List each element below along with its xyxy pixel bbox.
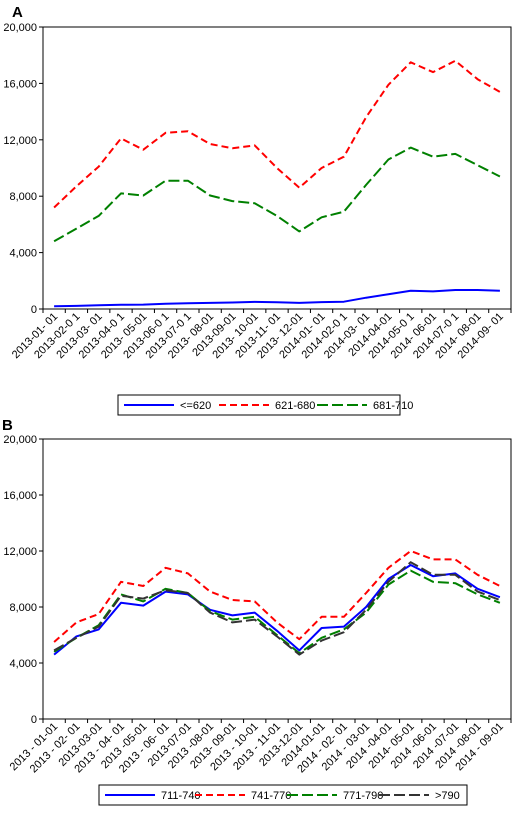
- y-tick-label: 4,000: [9, 658, 37, 670]
- y-tick-label: 4,000: [9, 248, 37, 260]
- y-tick-label: 0: [31, 714, 37, 726]
- y-tick-label: 12,000: [3, 135, 37, 147]
- y-tick-label: 8,000: [9, 602, 37, 614]
- plot-frame: [42, 438, 512, 720]
- series-line--620: [54, 289, 500, 308]
- legend-entry-label: 621-680: [275, 400, 315, 412]
- panel-label: B: [2, 417, 13, 434]
- legend-frame: [98, 784, 468, 806]
- legend-entry-label: 711-740: [161, 790, 201, 802]
- legend-entry-label: 771-790: [343, 790, 383, 802]
- legend-entry-label: 741-770: [251, 790, 291, 802]
- y-tick-label: 20,000: [3, 22, 37, 34]
- y-tick-label: 0: [31, 304, 37, 316]
- y-tick-label: 12,000: [3, 546, 37, 558]
- legend-entry-label: <=620: [180, 400, 211, 412]
- y-tick-label: 8,000: [9, 191, 37, 203]
- series-line-741-770: [53, 550, 501, 643]
- series-line-681-710: [53, 146, 501, 243]
- legend: 711-740 741-770 771-790 >790: [98, 784, 468, 806]
- panel-label: A: [12, 4, 23, 21]
- series-line-621-680: [53, 59, 501, 209]
- legend-entry-label: 681-710: [373, 400, 413, 412]
- legend: <=620 621-680 681-710: [117, 394, 413, 416]
- series-line--790: [53, 561, 501, 656]
- y-tick-label: 20,000: [3, 434, 37, 446]
- y-tick-label: 16,000: [3, 78, 37, 90]
- legend-entry-label: >790: [435, 790, 460, 802]
- series-line-711-740: [53, 564, 501, 656]
- plot-frame: [42, 26, 512, 310]
- y-tick-label: 16,000: [3, 490, 37, 502]
